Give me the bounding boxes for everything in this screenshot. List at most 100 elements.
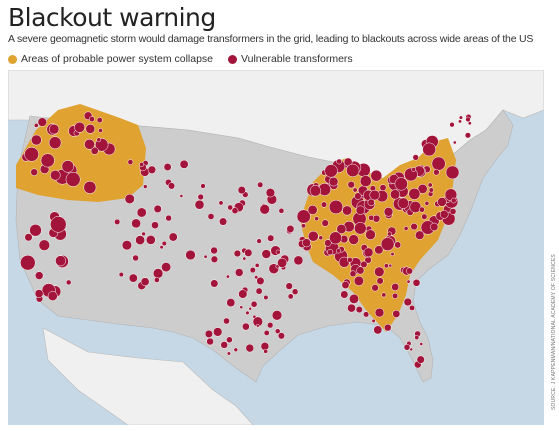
transformer-dot: [387, 231, 393, 237]
legend-item-collapse: Areas of probable power system collapse: [8, 53, 228, 65]
transformer-dot: [307, 204, 318, 215]
transformer-dot: [48, 136, 62, 150]
transformer-dot: [90, 146, 99, 155]
transformer-dot: [348, 234, 359, 245]
transformer-dot: [369, 189, 380, 201]
transformer-dot: [204, 329, 213, 338]
transformer-dot: [370, 169, 383, 182]
transformer-dot: [424, 201, 430, 206]
transformer-dot: [219, 217, 228, 226]
transformer-dot: [203, 254, 208, 259]
transformer-dot: [254, 263, 260, 268]
source-note: SOURCE: J KAPPENMAN/NATIONAL ACADEMY OF …: [551, 254, 557, 410]
transformer-dot: [390, 252, 395, 257]
transformer-dot: [40, 153, 55, 168]
transformer-dot: [227, 204, 234, 211]
transformer-dot: [213, 327, 223, 337]
transformer-dot: [430, 222, 439, 232]
transformer-dot: [342, 205, 353, 216]
transformer-dot: [65, 279, 72, 286]
transformer-dot: [55, 255, 67, 267]
transformer-dot: [411, 167, 416, 172]
transformer-dot: [419, 342, 424, 346]
transformer-dot: [431, 156, 446, 171]
transformer-dot: [293, 255, 304, 266]
transformer-dot: [98, 128, 103, 133]
legend-label-collapse: Areas of probable power system collapse: [21, 53, 214, 65]
transformer-dot: [143, 184, 148, 189]
transformer-dot: [84, 138, 95, 150]
transformer-dot: [320, 201, 328, 208]
map-frame: [8, 70, 544, 425]
transformer-dot: [414, 335, 420, 340]
transformer-dot: [326, 248, 334, 256]
transformer-dot: [242, 256, 247, 261]
transformer-dot: [363, 311, 370, 318]
transformer-dot: [371, 284, 379, 292]
transformer-dot: [140, 277, 150, 287]
transformer-dot: [277, 332, 285, 340]
transformer-dot: [194, 199, 205, 210]
transformer-dot: [210, 246, 218, 255]
transformer-dot: [256, 238, 262, 244]
transformer-dot: [355, 205, 366, 215]
transformer-dot: [465, 116, 471, 123]
map-subtitle: A severe geomagnetic storm would damage …: [8, 33, 534, 45]
transformer-dot: [368, 214, 375, 221]
transformer-dot: [328, 176, 339, 187]
transformer-dot: [152, 268, 164, 279]
transformer-dot: [301, 223, 306, 229]
transformer-dot: [242, 322, 250, 331]
transformer-dot: [381, 292, 387, 298]
transformer-dot: [449, 122, 455, 128]
transformer-dot: [274, 328, 281, 334]
transformer-dot: [263, 329, 270, 336]
transformer-dot: [329, 231, 342, 245]
transformer-dot: [151, 221, 159, 230]
transformer-dot: [363, 247, 374, 258]
transformer-dot: [168, 232, 178, 242]
transformer-dot: [145, 235, 156, 245]
transformer-dot: [291, 288, 299, 295]
transformer-dot: [263, 294, 269, 301]
transformer-dot: [239, 305, 244, 310]
transformer-dot: [302, 238, 311, 248]
transformer-dot: [458, 115, 463, 120]
transformer-dot: [318, 235, 324, 241]
transformer-dot: [256, 276, 265, 285]
transformer-dot: [347, 257, 353, 263]
transformer-dot: [225, 274, 230, 279]
mexico-land: [42, 327, 254, 425]
transformer-dot: [161, 240, 167, 247]
transformer-dot: [328, 199, 344, 215]
transformer-dot: [433, 169, 440, 176]
transformer-dot: [285, 282, 293, 290]
transformer-dot: [409, 304, 415, 311]
transformer-dot: [263, 348, 269, 354]
transformer-dot: [226, 351, 231, 356]
transformer-dot: [128, 273, 138, 283]
transformer-dot: [394, 241, 402, 249]
transformer-dot: [383, 263, 389, 269]
transformer-dot: [352, 187, 358, 193]
transformer-dot: [24, 233, 33, 242]
transformer-dot: [422, 142, 437, 157]
transformer-dot: [403, 297, 412, 307]
transformer-dot: [391, 283, 400, 291]
transformer-dot: [335, 248, 342, 254]
transformer-dot: [30, 168, 38, 176]
transformer-dot: [307, 230, 319, 242]
transformer-dot: [267, 322, 274, 329]
transformer-dot: [29, 224, 42, 237]
legend-label-transformers: Vulnerable transformers: [241, 53, 353, 65]
transformer-dot: [118, 272, 124, 278]
transformer-dot: [458, 119, 462, 124]
transformer-dot: [336, 224, 347, 234]
transformer-dot: [406, 267, 413, 275]
transformer-dot: [231, 207, 239, 215]
transformer-dot: [374, 266, 385, 277]
transformer-dot: [346, 163, 360, 178]
transformer-dot: [50, 216, 67, 233]
transformer-dot: [237, 186, 246, 195]
transformer-dot: [384, 323, 392, 332]
